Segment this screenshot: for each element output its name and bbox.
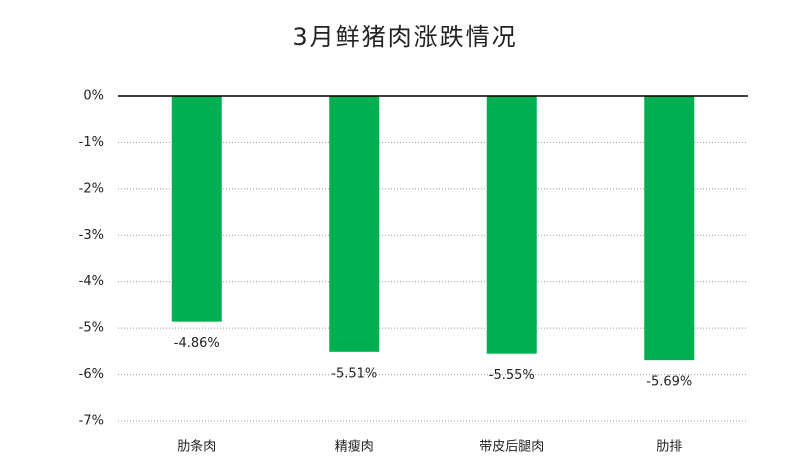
value-label: -4.86% [174,336,220,351]
y-tick-label: -2% [79,181,104,196]
value-label: -5.51% [331,366,377,381]
bar [171,96,222,322]
y-tick-label: -6% [79,367,104,382]
x-tick-label: 精瘦肉 [335,439,374,455]
value-label: -5.69% [646,375,692,390]
bar [644,96,695,361]
y-tick-label: 0% [83,89,104,104]
bar [329,96,380,352]
y-tick-label: -5% [79,321,104,336]
value-label: -5.55% [489,368,535,383]
y-tick-label: -1% [79,135,104,150]
y-tick-label: -4% [79,274,104,289]
x-tick-label: 带皮后腿肉 [479,440,544,455]
bar [486,96,537,354]
y-tick-label: -7% [79,414,104,429]
y-tick-label: -3% [79,228,104,243]
chart-title: 3月鲜猪肉涨跌情况 [292,23,517,51]
x-tick-label: 肋排 [656,440,682,455]
x-tick-label: 肋条肉 [177,439,216,455]
